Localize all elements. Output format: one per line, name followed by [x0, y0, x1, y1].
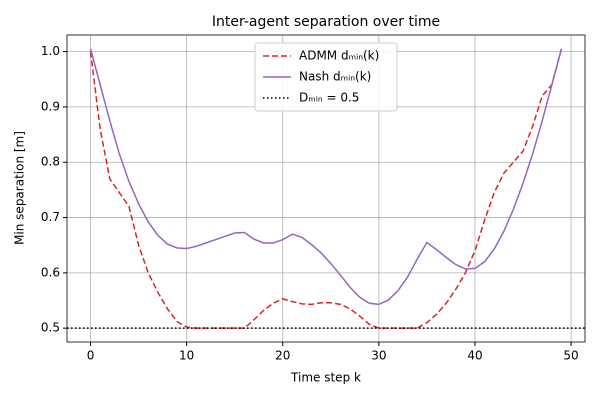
chart-title: Inter-agent separation over time [212, 14, 440, 30]
y-tick-label: 0.7 [41, 210, 60, 224]
x-tick-label: 50 [563, 349, 578, 363]
x-tick-label: 10 [179, 349, 194, 363]
legend-label: Dₘᵢₙ = 0.5 [299, 91, 359, 105]
plot-frame [66, 34, 586, 343]
legend-label: Nash dₘᵢₙ(k) [299, 70, 371, 84]
y-tick-label: 0.9 [41, 99, 60, 113]
legend-label: ADMM dₘᵢₙ(k) [299, 49, 379, 63]
x-tick-label: 0 [87, 349, 95, 363]
y-tick-label: 0.8 [41, 155, 60, 169]
y-tick-label: 1.0 [41, 44, 60, 58]
x-axis-label: Time step k [290, 371, 361, 385]
legend-box [254, 42, 398, 112]
y-tick-label: 0.5 [41, 321, 60, 335]
line-series [89, 48, 563, 306]
x-tick-label: 40 [467, 349, 482, 363]
line-series [89, 48, 563, 329]
y-axis-label: Min separation [m] [13, 131, 27, 245]
x-tick-label: 30 [371, 349, 386, 363]
y-tick-label: 0.6 [41, 265, 60, 279]
x-tick-label: 20 [275, 349, 290, 363]
